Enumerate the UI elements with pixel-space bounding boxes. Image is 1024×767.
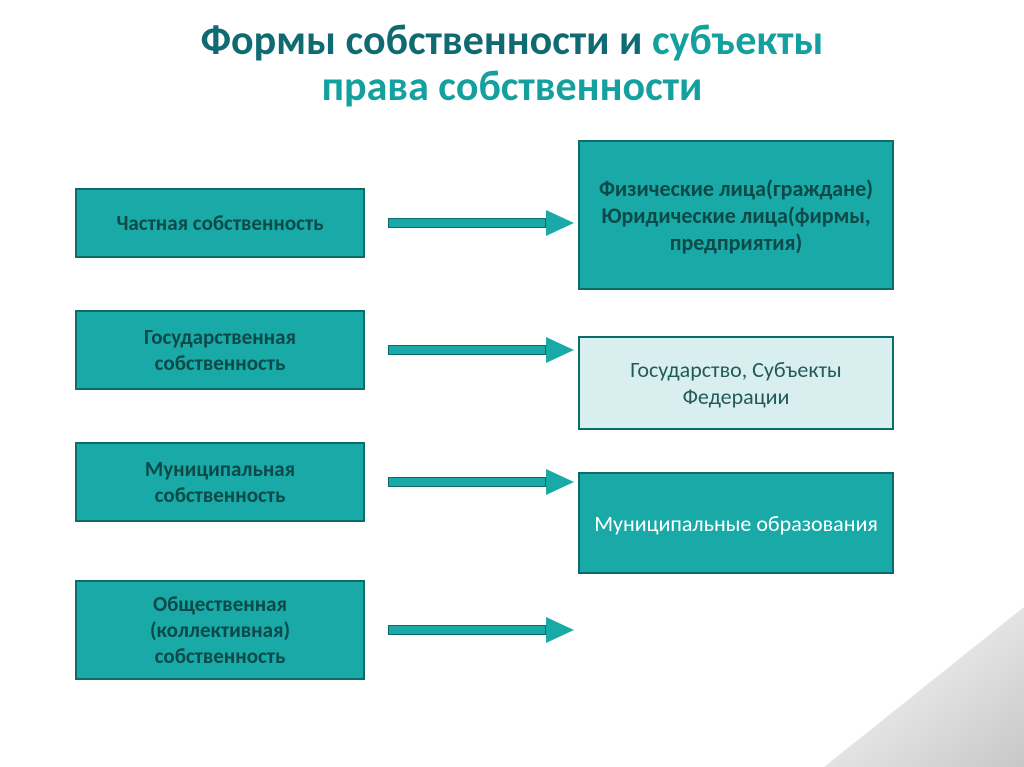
right-box-label: Государство, Субъекты Федерации [588, 356, 884, 410]
page-title: Формы собственности и субъекты права соб… [0, 18, 1024, 110]
title-line1-accent: субъекты [652, 15, 823, 66]
arrow-municipal [388, 469, 574, 495]
title-line2: права собственности [322, 61, 703, 112]
left-box-label: Муниципальная собственность [85, 456, 355, 508]
arrow-shaft [388, 477, 546, 487]
arrow-state [388, 337, 574, 363]
left-box-municipal: Муниципальная собственность [75, 442, 365, 522]
right-box-state-subjects: Государство, Субъекты Федерации [578, 336, 894, 430]
arrow-shaft [388, 345, 546, 355]
left-box-label: Общественная (коллективная) собственност… [85, 591, 355, 669]
arrow-shaft [388, 218, 546, 228]
right-box-municipal-entities: Муниципальные образования [578, 472, 894, 574]
arrow-private [388, 210, 574, 236]
arrow-head-icon [546, 210, 574, 236]
right-box-individuals: Физические лица(граждане) Юридические ли… [578, 140, 894, 290]
title-line1-main: Формы собственности и [201, 15, 652, 66]
arrow-public [388, 617, 574, 643]
left-box-label: Государственная собственность [85, 324, 355, 376]
arrow-head-icon [546, 469, 574, 495]
arrow-head-icon [546, 337, 574, 363]
left-box-private: Частная собственность [75, 188, 365, 258]
arrow-head-icon [546, 617, 574, 643]
arrow-shaft [388, 625, 546, 635]
right-box-label: Муниципальные образования [594, 510, 878, 537]
corner-shadow-decoration [764, 607, 1024, 767]
left-box-state: Государственная собственность [75, 310, 365, 390]
right-box-label: Физические лица(граждане) Юридические ли… [588, 175, 884, 256]
left-box-label: Частная собственность [116, 210, 323, 236]
left-box-public: Общественная (коллективная) собственност… [75, 580, 365, 680]
